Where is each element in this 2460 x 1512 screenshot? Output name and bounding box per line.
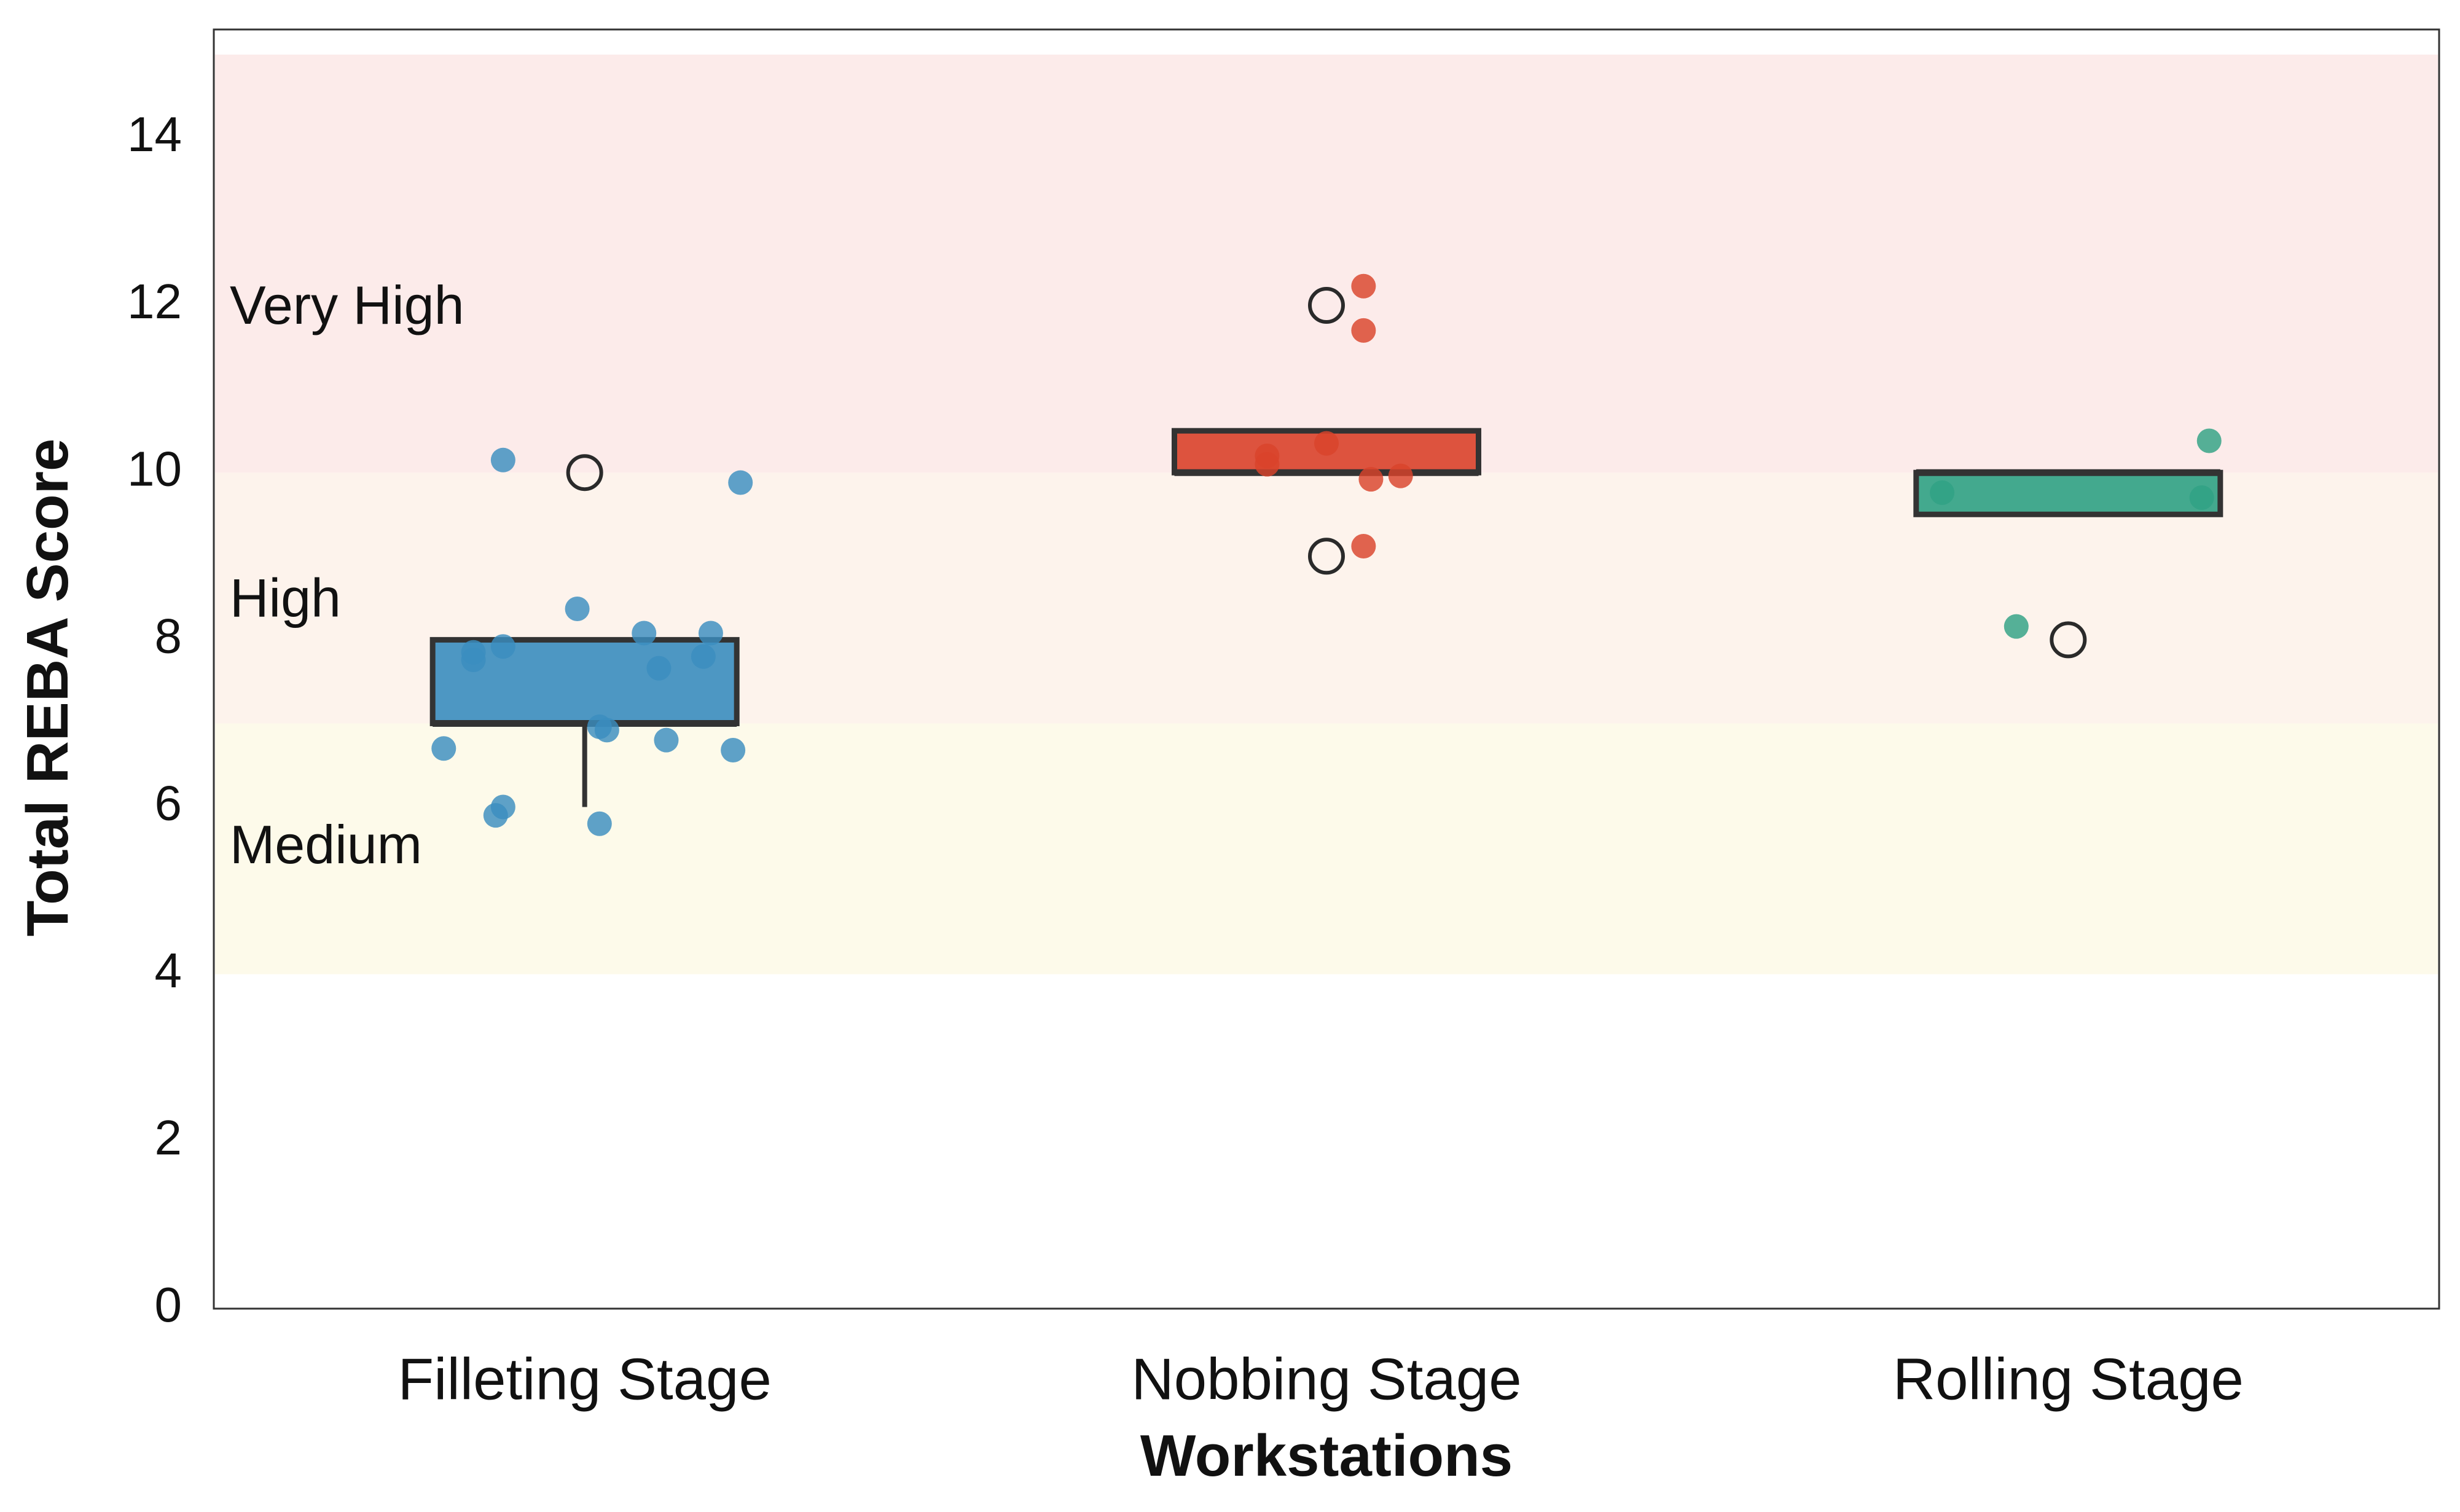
x-category-label-nobbing-stage: Nobbing Stage (1131, 1346, 1521, 1412)
data-point-filleting-stage (490, 634, 515, 659)
y-axis-ticks: 0 2 4 6 8 10 12 14 (127, 107, 182, 1332)
y-tick-label: 12 (127, 274, 182, 329)
data-point-filleting-stage (431, 736, 456, 761)
y-axis-title: Total REBA Score (15, 439, 80, 937)
zone-label-medium: Medium (230, 814, 422, 875)
y-tick-label: 14 (127, 107, 182, 162)
y-tick-label: 4 (155, 943, 182, 998)
data-point-filleting-stage (587, 811, 612, 836)
data-point-filleting-stage (632, 621, 657, 646)
data-point-filleting-stage (691, 644, 716, 669)
data-point-nobbing-stage (1351, 273, 1376, 299)
data-point-filleting-stage (721, 737, 746, 762)
x-category-label-filleting-stage: Filleting Stage (398, 1346, 771, 1412)
jitter-points-layer (431, 273, 2222, 836)
plot-area-frame (213, 28, 2440, 1310)
x-axis-category-labels: Filleting Stage Nobbing Stage Rolling Stag… (398, 1346, 2243, 1412)
data-point-nobbing-stage (1351, 533, 1376, 558)
data-point-filleting-stage (654, 727, 679, 753)
y-tick-label: 2 (155, 1110, 182, 1165)
data-point-filleting-stage (461, 648, 486, 673)
data-point-rolling-stage (2004, 614, 2029, 639)
outlier-marker-nobbing-stage (1308, 287, 1345, 324)
data-point-rolling-stage (2189, 485, 2214, 511)
data-point-filleting-stage (698, 621, 723, 646)
x-category-label-rolling-stage: Rolling Stage (1893, 1346, 2244, 1412)
data-point-nobbing-stage (1388, 463, 1413, 488)
y-tick-label: 0 (155, 1277, 182, 1332)
data-point-nobbing-stage (1351, 318, 1376, 343)
data-point-nobbing-stage (1314, 431, 1339, 456)
data-point-nobbing-stage (1358, 467, 1384, 492)
data-point-filleting-stage (646, 656, 672, 681)
data-point-filleting-stage (594, 718, 619, 743)
y-tick-label: 8 (155, 608, 182, 663)
data-point-filleting-stage (565, 597, 590, 622)
data-point-nobbing-stage (1255, 452, 1280, 477)
data-point-filleting-stage (728, 470, 753, 495)
box-rolling-stage (1913, 469, 2223, 517)
y-tick-label: 6 (155, 776, 182, 831)
data-point-rolling-stage (2196, 428, 2222, 453)
outlier-marker-rolling-stage (2050, 621, 2087, 659)
outlier-layer (566, 287, 2087, 659)
data-point-rolling-stage (1930, 480, 1955, 505)
zone-label-high: High (230, 567, 341, 628)
zone-band-medium (215, 723, 2438, 974)
x-axis-title: Workstations (1140, 1423, 1513, 1489)
y-tick-label: 10 (127, 441, 182, 496)
data-point-filleting-stage (483, 803, 508, 828)
outlier-marker-filleting-stage (566, 454, 603, 492)
data-point-filleting-stage (490, 447, 515, 472)
box-layer (429, 428, 2223, 807)
zone-band-very-high (215, 54, 2438, 473)
outlier-marker-nobbing-stage (1308, 538, 1345, 575)
risk-zone-labels: Medium High Very High (230, 275, 464, 875)
zone-label-very-high: Very High (230, 275, 464, 335)
